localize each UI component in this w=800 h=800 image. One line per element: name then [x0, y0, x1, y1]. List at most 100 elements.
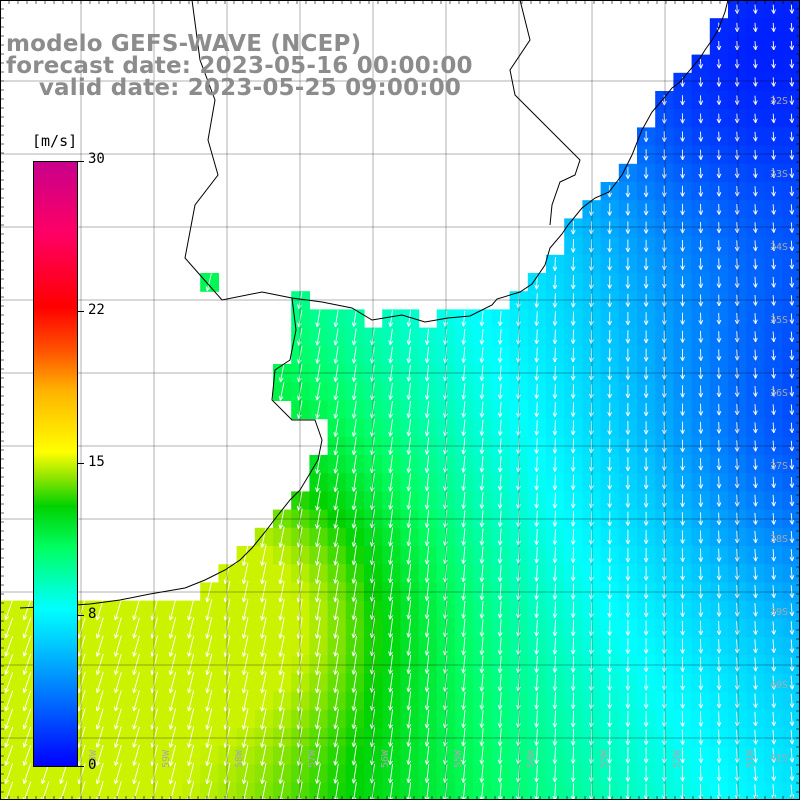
wind-arrow — [753, 59, 758, 69]
wind-arrow — [424, 328, 430, 345]
wind-arrow — [716, 385, 722, 398]
wind-arrow — [716, 276, 722, 288]
wind-arrow — [589, 347, 594, 363]
wind-arrow — [771, 41, 776, 51]
wind-arrow — [625, 384, 631, 399]
wind-arrow — [789, 313, 795, 324]
wind-arrow — [753, 204, 758, 215]
wind-arrow — [771, 258, 776, 270]
wind-arrow — [625, 402, 631, 417]
wind-arrow — [716, 185, 722, 197]
colorbar — [33, 161, 78, 767]
wind-arrow — [589, 293, 594, 308]
wind-arrow — [570, 293, 576, 308]
wind-arrow — [497, 311, 503, 327]
wind-arrow — [607, 275, 613, 289]
colorbar-tick — [78, 311, 84, 312]
wind-arrow — [716, 113, 722, 124]
wind-arrow — [625, 239, 631, 253]
wind-arrow — [698, 203, 704, 215]
wind-arrow — [771, 276, 776, 288]
wind-arrow — [534, 311, 540, 326]
wind-arrow — [534, 274, 540, 290]
wind-arrow — [589, 402, 594, 417]
wind-arrow — [698, 131, 704, 142]
wind-arrow — [789, 167, 795, 179]
wind-arrow — [661, 403, 667, 416]
wind-arrow — [680, 167, 685, 179]
wind-arrow — [570, 329, 576, 344]
wind-arrow — [607, 384, 613, 399]
wind-arrow — [771, 204, 776, 215]
wind-arrow — [643, 257, 649, 271]
colorbar-label: 8 — [88, 606, 97, 622]
wind-arrow — [698, 312, 704, 325]
wind-arrow — [315, 328, 321, 346]
wind-arrow — [716, 240, 722, 252]
wind-arrow — [789, 59, 795, 69]
latitude-label: 37S — [770, 461, 788, 472]
colorbar-tick — [78, 463, 84, 464]
latitude-label: 38S — [770, 534, 788, 545]
latitude-label: 40S — [770, 680, 788, 691]
coastline-brazil-interior — [509, 0, 581, 226]
wind-arrow — [625, 275, 631, 289]
wind-arrow — [789, 258, 795, 270]
wind-arrow — [479, 347, 485, 363]
wind-arrow — [388, 310, 394, 327]
wind-arrow — [698, 403, 704, 416]
wind-arrow — [698, 59, 704, 69]
wind-arrow — [680, 385, 685, 398]
wind-arrow — [625, 203, 631, 216]
wind-arrow — [698, 385, 704, 398]
wind-arrow — [789, 41, 795, 51]
wind-arrow — [789, 95, 795, 105]
wind-arrow — [753, 41, 758, 51]
wind-arrow — [771, 222, 776, 233]
colorbar-unit: [m/s] — [32, 132, 78, 150]
latitude-label: 32S — [770, 96, 788, 107]
wind-arrow — [333, 400, 339, 419]
wind-arrow — [698, 294, 704, 307]
wind-arrow — [589, 239, 594, 253]
wind-arrow — [643, 294, 649, 307]
wind-arrow — [698, 113, 704, 124]
wind-arrow — [333, 310, 339, 328]
wind-arrow — [789, 22, 795, 32]
wind-arrow — [643, 239, 649, 252]
wind-arrow — [771, 331, 776, 343]
wind-arrow — [661, 330, 667, 344]
wind-arrow — [552, 311, 558, 326]
latitude-label: 39S — [770, 607, 788, 618]
latitude-label: 34S — [770, 242, 788, 253]
latitude-label: 36S — [770, 388, 788, 399]
wind-arrow — [753, 149, 758, 160]
wind-arrow — [625, 167, 631, 179]
wind-arrow — [607, 348, 613, 362]
wind-arrow — [753, 167, 758, 179]
wind-arrow — [716, 40, 722, 51]
wind-arrow — [698, 95, 704, 106]
longitude-label: 56W — [380, 749, 391, 768]
wind-arrow — [607, 203, 613, 216]
wind-arrow — [570, 347, 576, 363]
wind-arrow — [771, 313, 776, 324]
wind-arrow — [552, 347, 558, 363]
wind-arrow — [716, 167, 722, 179]
wind-arrow — [205, 273, 212, 292]
wind-arrow — [552, 293, 558, 308]
wind-arrow — [789, 149, 795, 160]
wind-arrow — [661, 294, 667, 307]
wind-arrow — [625, 257, 631, 271]
wind-arrow — [771, 349, 776, 361]
wind-arrow — [625, 312, 631, 326]
wind-arrow — [534, 347, 540, 363]
wind-arrow — [753, 95, 758, 105]
wind-arrow — [643, 330, 649, 344]
wind-arrow — [789, 276, 795, 288]
wind-arrow — [643, 312, 649, 325]
wind-arrow — [607, 257, 613, 271]
wind-arrow — [534, 293, 540, 308]
wind-arrow — [315, 346, 321, 364]
